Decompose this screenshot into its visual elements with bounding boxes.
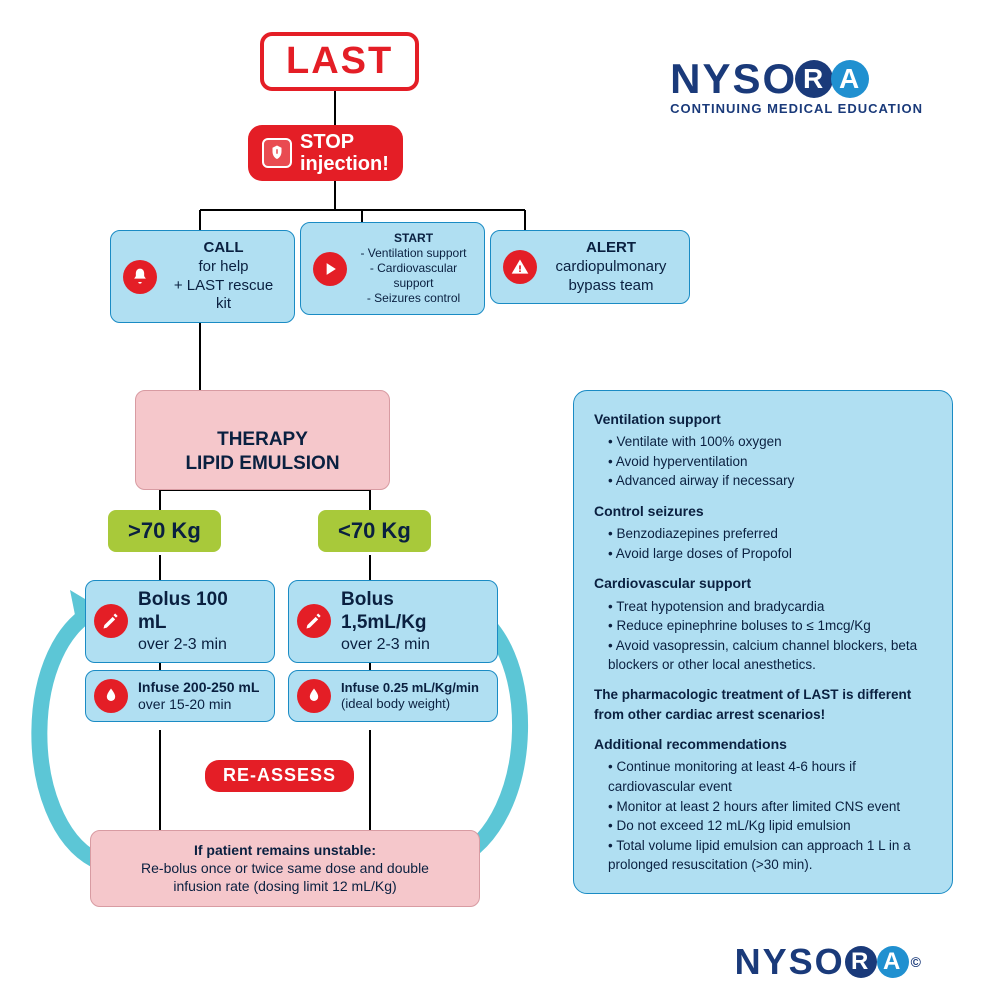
lt70-box: <70 Kg [318, 510, 431, 552]
title-last: LAST [260, 32, 419, 91]
start-box: START - Ventilation support - Cardiovasc… [300, 222, 485, 315]
start-text: START - Ventilation support - Cardiovasc… [355, 231, 472, 306]
list-item: Avoid hyperventilation [608, 452, 932, 472]
brand-logo-top: NYSORA CONTINUING MEDICAL EDUCATION [670, 55, 923, 116]
alert-text: ALERT cardiopulmonary bypass team [545, 239, 677, 295]
copyright-icon: © [911, 954, 923, 970]
logo-r-icon: R [845, 946, 877, 978]
list-item: Advanced airway if necessary [608, 471, 932, 491]
section-title: Control seizures [594, 501, 932, 521]
title-text: LAST [286, 40, 393, 82]
bolus-lt70-box: Bolus 1,5mL/Kg over 2-3 min [288, 580, 498, 663]
section-title: Additional recommendations [594, 734, 932, 754]
alert-box: ALERT cardiopulmonary bypass team [490, 230, 690, 304]
list-item: Reduce epinephrine boluses to ≤ 1mcg/Kg [608, 616, 932, 636]
list-item: Benzodiazepines preferred [608, 524, 932, 544]
list-item: Total volume lipid emulsion can approach… [608, 836, 932, 875]
gt70-box: >70 Kg [108, 510, 221, 552]
logo-r-icon: R [795, 60, 833, 98]
list-item: Monitor at least 2 hours after limited C… [608, 797, 932, 817]
play-icon [313, 252, 347, 286]
section-title: Cardiovascular support [594, 573, 932, 593]
logo-a-icon: A [831, 60, 869, 98]
recommendations-sidebar: Ventilation support Ventilate with 100% … [573, 390, 953, 894]
list-item: Avoid vasopressin, calcium channel block… [608, 636, 932, 675]
warning-icon [503, 250, 537, 284]
stop-injection-box: STOP injection! [248, 125, 403, 181]
infuse-lt70-box: Infuse 0.25 mL/Kg/min (ideal body weight… [288, 670, 498, 722]
brand-subtitle: CONTINUING MEDICAL EDUCATION [670, 101, 923, 116]
list-item: Avoid large doses of Propofol [608, 544, 932, 564]
call-text: CALL for help + LAST rescue kit [165, 239, 282, 314]
bolus-gt70-box: Bolus 100 mL over 2-3 min [85, 580, 275, 663]
list-item: Continue monitoring at least 4-6 hours i… [608, 757, 932, 796]
list-item: Treat hypotension and bradycardia [608, 597, 932, 617]
emphasis-text: The pharmacologic treatment of LAST is d… [594, 685, 932, 724]
call-box: CALL for help + LAST rescue kit [110, 230, 295, 323]
list-item: Do not exceed 12 mL/Kg lipid emulsion [608, 816, 932, 836]
syringe-icon [297, 604, 331, 638]
stop-text: STOP injection! [300, 131, 389, 175]
reassess-box: RE-ASSESS [205, 760, 354, 792]
list-item: Ventilate with 100% oxygen [608, 432, 932, 452]
logo-a-icon: A [877, 946, 909, 978]
drops-icon [94, 679, 128, 713]
syringe-icon [94, 604, 128, 638]
brand-logo-bottom: NYSORA© [735, 941, 923, 983]
drops-icon [297, 679, 331, 713]
stop-hand-icon [262, 138, 292, 168]
section-title: Ventilation support [594, 409, 932, 429]
unstable-box: If patient remains unstable: Re-bolus on… [90, 830, 480, 907]
therapy-box: THERAPY LIPID EMULSION [135, 390, 390, 490]
bell-icon [123, 260, 157, 294]
infuse-gt70-box: Infuse 200-250 mL over 15-20 min [85, 670, 275, 722]
